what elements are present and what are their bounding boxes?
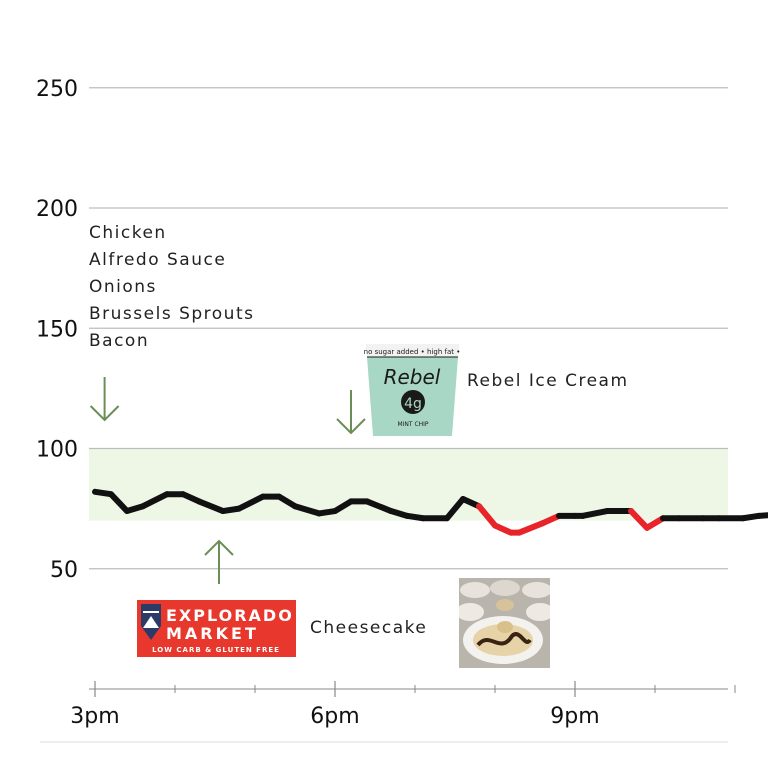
glucose-line-segment bbox=[516, 520, 546, 536]
meal-item-label: Bacon bbox=[89, 331, 149, 351]
x-tick-label: 6pm bbox=[310, 704, 359, 729]
glucose-line-segment bbox=[476, 503, 498, 529]
glucose-line-segment bbox=[108, 491, 130, 515]
down-arrow-icon bbox=[336, 390, 366, 435]
rebel-brand-text: Rebel bbox=[384, 365, 441, 389]
glucose-line-segment bbox=[236, 493, 266, 512]
glucose-line-segment bbox=[580, 508, 610, 519]
glucose-line-segment bbox=[276, 493, 298, 510]
explorado-market-logo: EXPLORADO MARKET LOW CARB & GLUTEN FREE bbox=[137, 600, 296, 657]
svg-text:no sugar added • high fat •: no sugar added • high fat • bbox=[364, 348, 461, 356]
meal-item-label: Brussels Sprouts bbox=[89, 304, 254, 324]
glucose-line-segment bbox=[332, 498, 354, 515]
meal-items: Chicken Alfredo Sauce Onions Brussels Sp… bbox=[89, 223, 254, 351]
svg-text:LOW CARB & GLUTEN FREE: LOW CARB & GLUTEN FREE bbox=[152, 646, 280, 654]
x-tick-label: 9pm bbox=[550, 704, 599, 729]
arrow-head bbox=[89, 405, 120, 422]
svg-text:EXPLORADO: EXPLORADO bbox=[166, 606, 294, 625]
x-tick-label: 3pm bbox=[70, 704, 119, 729]
y-tick-label: 250 bbox=[36, 77, 78, 102]
glucose-line-segment bbox=[140, 491, 170, 510]
glucose-line-segment bbox=[644, 515, 666, 531]
meal-item-label: Onions bbox=[89, 277, 157, 297]
glucose-line-segment bbox=[364, 498, 394, 515]
glucose-line-segment bbox=[444, 496, 466, 522]
glucose-line-segment bbox=[292, 503, 322, 517]
rebel-pint-image: no sugar added • high fat • Rebel 4g MIN… bbox=[364, 344, 461, 436]
svg-text:MARKET: MARKET bbox=[166, 624, 259, 643]
glucose-line-segment bbox=[756, 512, 768, 519]
svg-text:MINT CHIP: MINT CHIP bbox=[397, 421, 428, 428]
cheesecake-photo bbox=[459, 578, 550, 668]
y-tick-label: 50 bbox=[50, 558, 78, 583]
arrow-head bbox=[336, 418, 366, 435]
y-tick-label: 200 bbox=[36, 197, 78, 222]
svg-text:4g: 4g bbox=[404, 396, 422, 412]
down-arrow-icon bbox=[89, 377, 120, 422]
glucose-line-segment bbox=[628, 508, 650, 531]
meal-item-label: Alfredo Sauce bbox=[89, 250, 226, 270]
meal-item-label: Chicken bbox=[89, 223, 167, 243]
y-tick-label: 150 bbox=[36, 317, 78, 342]
mountain-icon bbox=[141, 604, 161, 640]
glucose-line-segment bbox=[196, 498, 226, 515]
cheesecake-label: Cheesecake bbox=[310, 618, 427, 638]
y-tick-label: 100 bbox=[36, 438, 78, 463]
arrow-head bbox=[204, 539, 234, 556]
up-arrow-icon bbox=[204, 539, 234, 584]
rebel-ice-cream-label: Rebel Ice Cream bbox=[467, 371, 629, 391]
